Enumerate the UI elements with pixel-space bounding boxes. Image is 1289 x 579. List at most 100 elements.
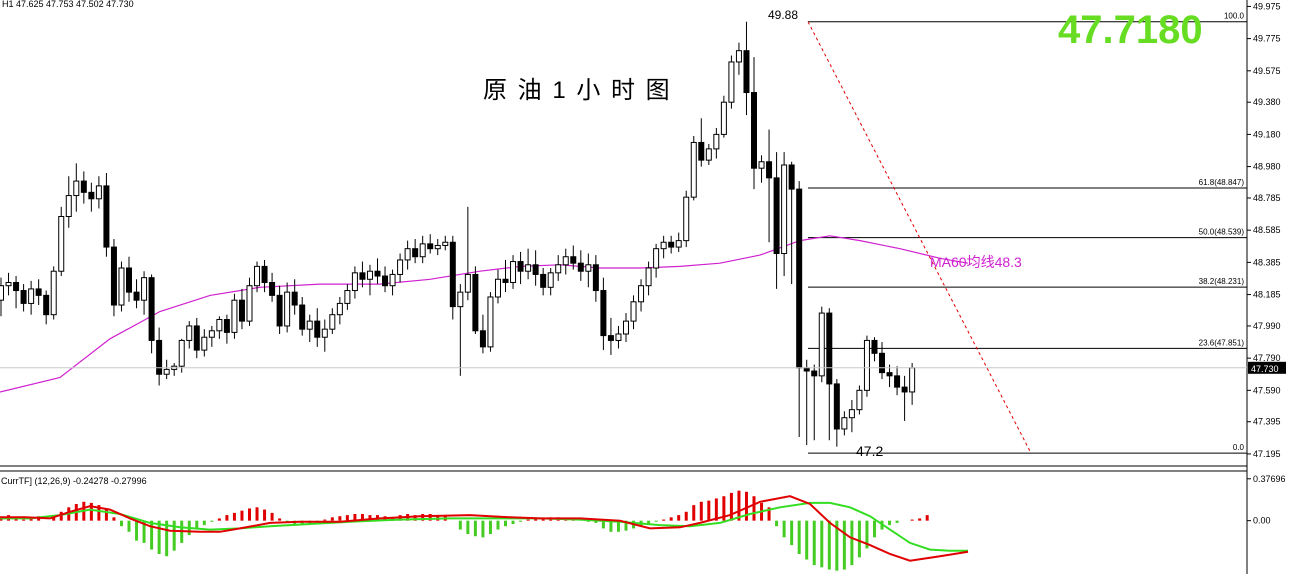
candle-down [382, 275, 389, 287]
candle-down [148, 277, 155, 341]
candle-down [532, 264, 539, 275]
candle-up [246, 285, 253, 322]
candle-up [818, 312, 825, 377]
candle-up [419, 243, 426, 258]
candle-up [735, 50, 742, 63]
candle-down [894, 375, 901, 388]
chart-title: 原 油 1 小 时 图 [483, 77, 672, 104]
price-axis-label: 49.180 [1253, 129, 1281, 139]
candle-up [510, 261, 517, 283]
candle-up [863, 339, 870, 391]
candle-up [178, 339, 185, 367]
candle-up [397, 259, 404, 275]
candle-down [751, 92, 757, 169]
candle-down [540, 273, 547, 288]
candles-layer [0, 21, 916, 447]
candle-down [796, 188, 803, 369]
candle-up [713, 133, 720, 150]
candle-down [773, 177, 780, 255]
candle-up [0, 285, 4, 301]
candle-up [758, 161, 765, 169]
fibonacci-layer: 100.0 61.8(48.847) 50.0(48.539) 38.2(48.231… [808, 12, 1247, 454]
candle-up [645, 267, 652, 287]
fib-level-label: 50.0(48.539) [1199, 228, 1245, 237]
candle-up [622, 320, 629, 335]
candle-up [781, 164, 788, 255]
price-axis-label: 48.980 [1253, 162, 1281, 172]
fib-level-label: 38.2(48.231) [1199, 277, 1245, 286]
indicator-pane: 0.37696 0.00 [0, 474, 1286, 571]
candle-up [351, 272, 358, 292]
candle-up [653, 248, 660, 269]
candle-up [73, 180, 80, 197]
candle-down [126, 267, 133, 293]
fib-level-label: 100.0 [1224, 12, 1245, 21]
candle-up [58, 215, 65, 272]
candle-down [276, 294, 283, 327]
candle-up [336, 302, 343, 316]
candle-down [788, 164, 795, 190]
candle-up [690, 141, 697, 198]
candle-up [547, 272, 554, 288]
candle-down [826, 312, 833, 385]
price-axis-label: 48.385 [1253, 257, 1281, 267]
candle-down [269, 281, 276, 296]
price-axis: 49.975 49.775 49.575 49.380 49.180 48.980 48.7… [0, 1, 1286, 459]
candle-up [615, 333, 622, 341]
candle-up [841, 417, 848, 430]
candle-up [306, 320, 313, 330]
candle-up [705, 148, 712, 161]
candle-down [600, 290, 607, 337]
candle-down [80, 180, 87, 193]
candle-up [457, 291, 464, 308]
candle-down [374, 270, 381, 277]
candle-up [683, 196, 690, 242]
candle-down [577, 262, 584, 272]
candle-down [743, 50, 750, 94]
candle-up [675, 240, 682, 248]
fib-level-label: 23.6(47.851) [1199, 338, 1245, 347]
candle-down [479, 330, 486, 348]
candle-down [502, 278, 509, 283]
candle-up [638, 285, 645, 303]
candle-up [660, 241, 667, 250]
candle-up [494, 278, 501, 298]
price-display: 47.7180 [1058, 8, 1203, 52]
candle-up [562, 256, 569, 266]
candle-down [427, 243, 434, 250]
indicator-axis-label: 0.37696 [1253, 474, 1286, 484]
candle-down [833, 383, 840, 430]
price-axis-label: 48.585 [1253, 225, 1281, 235]
candle-up [585, 264, 592, 272]
candle-down [20, 290, 27, 304]
ma-label: MA60均线48.3 [930, 254, 1022, 270]
candle-down [13, 281, 20, 292]
candle-down [261, 265, 268, 283]
candle-up [909, 367, 916, 393]
price-axis-label: 47.590 [1253, 385, 1281, 395]
candle-down [886, 372, 893, 377]
candle-up [231, 299, 238, 333]
current-price-label: 47.730 [1251, 364, 1279, 374]
candle-up [487, 296, 494, 348]
macd-line [0, 495, 969, 562]
candle-up [555, 264, 562, 274]
candle-up [208, 330, 215, 338]
candle-up [284, 291, 291, 327]
candle-up [321, 328, 328, 338]
candle-up [728, 61, 735, 103]
swing-high-label: 49.88 [768, 8, 798, 22]
candle-up [329, 314, 336, 330]
candle-up [186, 325, 193, 341]
candle-down [314, 320, 321, 338]
candle-down [592, 264, 599, 292]
candle-up [464, 273, 471, 293]
candle-up [163, 368, 170, 375]
candle-up [434, 244, 441, 250]
current-price-box [1248, 361, 1286, 374]
candle-up [254, 265, 261, 287]
price-axis-label: 49.380 [1253, 97, 1281, 107]
candle-up [389, 273, 396, 287]
